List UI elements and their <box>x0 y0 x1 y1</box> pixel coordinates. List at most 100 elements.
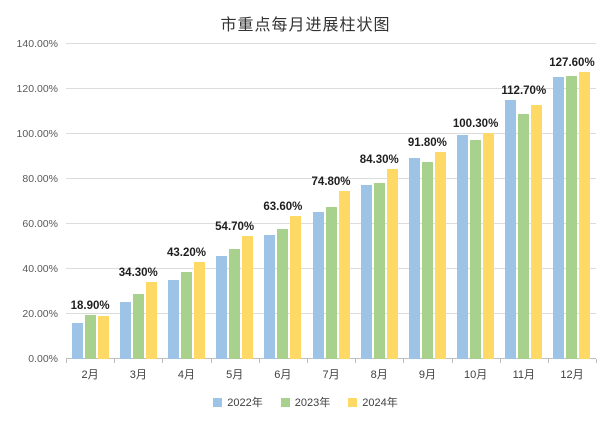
legend-item-2022年: 2022年 <box>213 394 263 410</box>
bar-group: 74.80% <box>307 44 355 359</box>
bar-group: 63.60% <box>259 44 307 359</box>
x-axis-tick <box>453 359 501 363</box>
x-axis-label: 4月 <box>177 369 196 381</box>
bar-2023年 <box>518 114 530 359</box>
bar-cluster <box>500 44 548 359</box>
gridline <box>66 43 596 44</box>
bar-2022年 <box>312 212 324 359</box>
bar-cluster <box>162 44 210 359</box>
y-axis-label: 20.00% <box>22 308 58 321</box>
bar-2024年 <box>145 281 157 359</box>
bar-group: 84.30% <box>355 44 403 359</box>
data-label: 91.80% <box>407 137 447 150</box>
bar-cluster <box>548 44 596 359</box>
bar-2022年 <box>264 235 276 359</box>
bar-2022年 <box>119 301 131 359</box>
y-axis-label: 60.00% <box>22 218 58 230</box>
legend-label: 2024年 <box>362 397 398 409</box>
data-label: 74.80% <box>311 175 351 188</box>
gridline <box>66 133 596 134</box>
x-axis-tick <box>356 359 405 363</box>
x-axis-label: 3月 <box>129 369 147 381</box>
data-label: 18.90% <box>70 299 110 312</box>
x-axis-label: 8月 <box>370 369 388 381</box>
y-axis-label: 0.00% <box>28 353 58 365</box>
bar-cluster <box>355 44 403 359</box>
bar-2022年 <box>167 279 179 359</box>
bar-group: 34.30% <box>114 44 162 359</box>
legend-swatch <box>213 397 223 407</box>
data-label: 43.20% <box>166 246 206 259</box>
data-label: 34.30% <box>118 266 158 279</box>
bar-2024年 <box>531 105 543 359</box>
bar-group: 112.70% <box>500 44 548 359</box>
bar-2022年 <box>408 157 420 359</box>
legend-item-2023年: 2023年 <box>280 394 331 410</box>
x-axis-label: 10月 <box>463 369 488 381</box>
y-axis: 0.00% 20.00% 40.00% 60.00% 80.00% 100.00% 120.… <box>0 38 60 365</box>
bar-2022年 <box>360 184 372 359</box>
x-axis-label: 7月 <box>322 369 340 381</box>
bar-group: 18.90% <box>66 44 114 359</box>
data-label: 63.60% <box>263 200 303 213</box>
data-label: 54.70% <box>215 220 255 233</box>
bar-groups: 18.90% 34.30% 43.20% 54.70% 63.60% 74.80% 84.3… <box>66 44 596 359</box>
legend-label: 2023年 <box>294 397 331 409</box>
bar-group: 100.30% <box>452 44 500 359</box>
y-axis-label: 40.00% <box>22 263 58 276</box>
x-axis-tick <box>260 359 308 363</box>
legend-swatch <box>348 397 358 407</box>
x-axis-label: 2月 <box>81 369 99 381</box>
y-axis-label: 120.00% <box>16 83 58 95</box>
bar-2024年 <box>386 169 398 359</box>
bar-2023年 <box>421 161 433 359</box>
bar-2023年 <box>132 293 144 359</box>
x-axis-tick <box>67 359 116 363</box>
chart-title: 市重点每月进展柱状图 <box>220 17 391 34</box>
bar-2023年 <box>229 248 241 359</box>
x-axis-label: 11月 <box>512 369 535 381</box>
bar-cluster <box>211 44 259 359</box>
bar-cluster <box>403 44 451 359</box>
x-axis-tick <box>308 359 357 363</box>
x-axis-label: 6月 <box>274 369 292 381</box>
x-axis-label: 9月 <box>418 369 436 381</box>
gridline <box>66 88 596 89</box>
legend-item-2024年: 2024年 <box>348 394 398 410</box>
bar-2022年 <box>71 322 83 359</box>
bar-2023年 <box>470 139 482 359</box>
bar-2022年 <box>457 134 469 359</box>
bar-group: 91.80% <box>403 44 451 359</box>
legend-label: 2022年 <box>227 397 263 409</box>
bar-2024年 <box>193 261 205 359</box>
data-label: 112.70% <box>501 85 547 98</box>
bar-2024年 <box>97 316 109 359</box>
bar-2023年 <box>84 314 96 359</box>
legend: 2022年 2023年 2024年 <box>0 394 611 410</box>
bar-cluster <box>307 44 355 359</box>
x-axis-label: 12月 <box>560 369 584 381</box>
gridline <box>66 178 596 179</box>
x-axis-tick <box>212 359 260 363</box>
bar-cluster <box>452 44 500 359</box>
bar-2024年 <box>434 152 446 359</box>
bar-2024年 <box>338 190 350 359</box>
x-axis-label: 5月 <box>226 369 244 381</box>
plot-area: 18.90% 34.30% 43.20% 54.70% 63.60% 74.80% 84.3… <box>66 43 596 359</box>
y-axis-label: 80.00% <box>22 173 58 186</box>
bar-cluster <box>259 44 307 359</box>
x-axis: 2月 3月 4月 5月 6月 7月 8月 9月 10月 11月 12月 <box>66 366 596 382</box>
y-axis-label: 140.00% <box>16 38 58 50</box>
bar-2022年 <box>216 255 228 359</box>
bar-group: 43.20% <box>162 44 210 359</box>
bar-2023年 <box>277 228 289 359</box>
y-axis-label: 100.00% <box>16 128 58 140</box>
bar-cluster <box>114 44 162 359</box>
legend-swatch <box>280 397 290 407</box>
x-axis-tick <box>549 359 598 363</box>
bar-2024年 <box>242 235 254 359</box>
bar-2024年 <box>579 71 591 359</box>
bar-2024年 <box>483 133 495 359</box>
data-label: 100.30% <box>452 118 499 131</box>
